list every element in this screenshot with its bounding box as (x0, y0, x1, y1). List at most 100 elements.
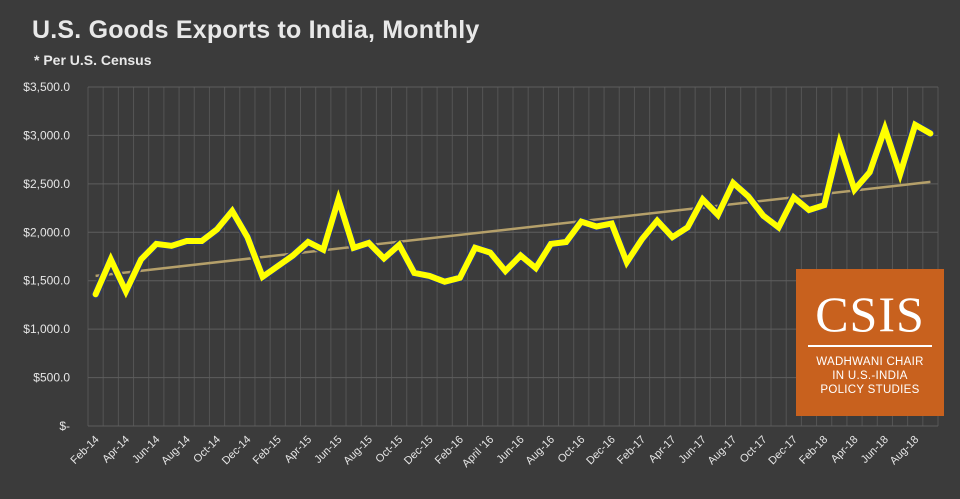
x-tick-label: Dec-15 (402, 434, 436, 468)
y-tick-label: $3,500.0 (23, 80, 70, 94)
x-tick-label: Jun-17 (677, 434, 709, 466)
data-point (700, 196, 706, 202)
x-tick-label: Aug-18 (888, 434, 922, 468)
x-tick-label: Dec-16 (584, 434, 618, 468)
data-point (609, 221, 615, 227)
x-tick-label: Dec-14 (220, 434, 254, 468)
data-point (548, 241, 554, 247)
data-point (624, 259, 630, 265)
data-point (123, 288, 129, 294)
logo-divider (808, 345, 932, 347)
csis-logo: CSIS WADHWANI CHAIR IN U.S.-INDIA POLICY… (796, 269, 944, 416)
y-tick-label: $2,000.0 (23, 225, 70, 239)
data-point (244, 234, 250, 240)
x-tick-label: Feb-14 (69, 434, 102, 467)
data-point (791, 194, 797, 200)
x-tick-label: Apr-18 (829, 434, 861, 466)
data-point (335, 196, 341, 202)
y-tick-label: $500.0 (33, 371, 70, 385)
data-point (93, 291, 99, 297)
x-tick-label: Apr-17 (647, 434, 679, 466)
x-tick-label: Jun-18 (859, 434, 891, 466)
series-line-exports (92, 119, 934, 299)
x-tick-label: Feb-15 (251, 434, 284, 467)
x-tick-label: Jun-14 (130, 434, 162, 466)
x-tick-label: Jun-15 (312, 434, 344, 466)
data-point (168, 243, 174, 249)
x-tick-label: Apr-14 (100, 434, 132, 466)
data-point (776, 224, 782, 230)
data-point (487, 250, 493, 256)
logo-line-2: IN U.S.-INDIA (832, 370, 908, 382)
chart-title: U.S. Goods Exports to India, Monthly (32, 16, 480, 44)
x-tick-label: Feb-18 (797, 434, 830, 467)
data-point (897, 171, 903, 177)
data-point (593, 223, 599, 229)
logo-mark: CSIS (815, 286, 925, 342)
x-tick-label: Oct-15 (373, 434, 405, 466)
y-tick-label: $2,500.0 (23, 177, 70, 191)
data-point (715, 212, 721, 218)
data-point (502, 268, 508, 274)
data-point (427, 273, 433, 279)
data-point (760, 213, 766, 219)
data-point (381, 255, 387, 261)
data-point (138, 256, 144, 262)
x-tick-label: Oct-16 (556, 434, 588, 466)
data-point (229, 208, 235, 214)
data-point (275, 263, 281, 269)
data-point (533, 265, 539, 271)
data-point (852, 187, 858, 193)
y-tick-label: $- (59, 419, 70, 433)
data-point (184, 238, 190, 244)
logo-text: WADHWANI CHAIR IN U.S.-INDIA POLICY STUD… (796, 355, 944, 397)
data-point (806, 207, 812, 213)
data-point (685, 224, 691, 230)
logo-line-3: POLICY STUDIES (820, 384, 920, 396)
x-tick-label: Aug-17 (706, 434, 740, 468)
x-tick-label: April '16 (460, 434, 496, 470)
x-tick-label: Oct-17 (738, 434, 770, 466)
data-point (199, 238, 205, 244)
data-point (411, 270, 417, 276)
data-point (821, 202, 827, 208)
data-point (457, 275, 463, 281)
data-point (442, 279, 448, 285)
y-tick-label: $1,500.0 (23, 274, 70, 288)
data-point (867, 169, 873, 175)
chart-subtitle: * Per U.S. Census (34, 52, 152, 68)
logo-line-1: WADHWANI CHAIR (816, 356, 924, 368)
x-tick-label: Dec-17 (766, 434, 800, 468)
data-point (563, 239, 569, 245)
data-point (882, 126, 888, 132)
x-tick-label: Jun-16 (494, 434, 526, 466)
data-point (260, 274, 266, 280)
x-tick-label: Aug-15 (341, 434, 375, 468)
y-tick-label: $1,000.0 (23, 322, 70, 336)
data-point (153, 241, 159, 247)
data-point (351, 245, 357, 251)
x-tick-label: Aug-16 (523, 434, 557, 468)
y-tick-label: $3,000.0 (23, 128, 70, 142)
data-point (730, 180, 736, 186)
data-point (836, 140, 842, 146)
data-point (396, 242, 402, 248)
data-point (927, 130, 933, 136)
data-point (472, 245, 478, 251)
data-point (654, 218, 660, 224)
data-point (305, 239, 311, 245)
data-point (214, 226, 220, 232)
data-point (639, 236, 645, 242)
data-point (578, 219, 584, 225)
x-tick-label: Oct-14 (191, 434, 223, 466)
data-point (912, 122, 918, 128)
x-tick-label: Feb-17 (615, 434, 648, 467)
x-tick-label: Aug-14 (159, 434, 193, 468)
data-point (320, 247, 326, 253)
data-point (745, 193, 751, 199)
data-point (108, 256, 114, 262)
data-point (290, 253, 296, 259)
x-tick-label: Apr-15 (282, 434, 314, 466)
data-point (366, 240, 372, 246)
